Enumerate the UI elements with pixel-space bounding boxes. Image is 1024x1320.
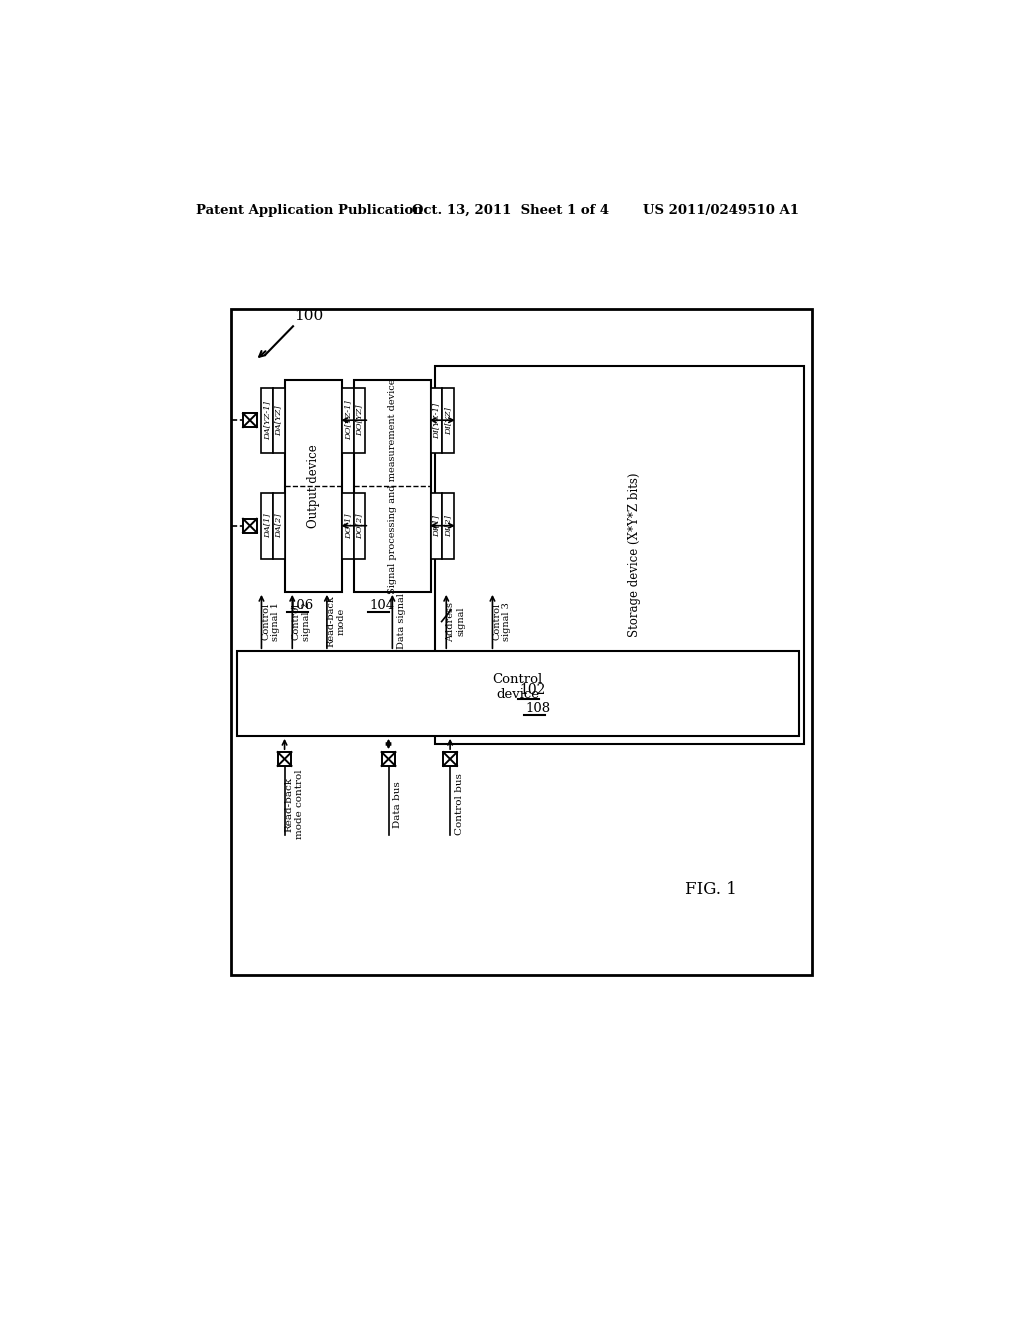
- Text: Read-back
mode control: Read-back mode control: [284, 770, 303, 840]
- Bar: [261, 494, 273, 558]
- Bar: [230, 309, 812, 974]
- Text: DA[YZ-1]: DA[YZ-1]: [263, 401, 271, 440]
- Text: DO[2]: DO[2]: [355, 513, 364, 539]
- Bar: [342, 388, 354, 453]
- Text: DO[1]: DO[1]: [344, 513, 352, 539]
- Text: 104: 104: [370, 599, 394, 612]
- Text: 102: 102: [519, 682, 546, 697]
- Text: DA[2]: DA[2]: [274, 513, 283, 539]
- Bar: [273, 388, 285, 453]
- Bar: [354, 494, 366, 558]
- Bar: [382, 752, 395, 766]
- Text: Address
signal: Address signal: [445, 602, 465, 642]
- Text: Control bus: Control bus: [455, 774, 464, 836]
- Bar: [273, 494, 285, 558]
- Bar: [243, 519, 257, 532]
- Text: 108: 108: [525, 702, 551, 715]
- Bar: [278, 752, 292, 766]
- Text: Output device: Output device: [307, 444, 319, 528]
- Bar: [442, 388, 454, 453]
- Text: DA[YZ]: DA[YZ]: [274, 405, 283, 436]
- Bar: [237, 651, 799, 737]
- Bar: [431, 494, 442, 558]
- Bar: [354, 388, 366, 453]
- Text: DA[1]: DA[1]: [263, 513, 271, 539]
- Text: Data signal: Data signal: [397, 594, 407, 649]
- Text: Control
signal 3: Control signal 3: [492, 602, 511, 642]
- Text: DI[YZ-1]: DI[YZ-1]: [432, 403, 440, 438]
- Text: Control
signal 2: Control signal 2: [292, 602, 311, 642]
- Text: 100: 100: [294, 309, 323, 323]
- Bar: [342, 494, 354, 558]
- Text: DI[1]: DI[1]: [432, 515, 440, 537]
- Text: 106: 106: [289, 599, 313, 612]
- Text: FIG. 1: FIG. 1: [685, 882, 737, 899]
- Text: Patent Application Publication: Patent Application Publication: [196, 205, 423, 218]
- Text: Data bus: Data bus: [393, 781, 402, 828]
- Text: DO[YZ-1]: DO[YZ-1]: [344, 401, 352, 441]
- Text: Control
device: Control device: [493, 673, 543, 701]
- Bar: [442, 494, 454, 558]
- Bar: [443, 752, 457, 766]
- Bar: [431, 388, 442, 453]
- Text: Oct. 13, 2011  Sheet 1 of 4: Oct. 13, 2011 Sheet 1 of 4: [412, 205, 608, 218]
- Text: Control
signal 1: Control signal 1: [261, 602, 281, 642]
- Text: US 2011/0249510 A1: US 2011/0249510 A1: [643, 205, 799, 218]
- Text: Storage device (X*Y*Z bits): Storage device (X*Y*Z bits): [629, 473, 641, 638]
- Text: DO[YZ]: DO[YZ]: [355, 405, 364, 437]
- Bar: [435, 367, 804, 743]
- Bar: [243, 413, 257, 428]
- Text: Read-back
mode: Read-back mode: [327, 595, 346, 647]
- Text: DI[YZ]: DI[YZ]: [444, 407, 453, 434]
- Text: Signal processing and measurement device: Signal processing and measurement device: [388, 379, 397, 594]
- Bar: [261, 388, 273, 453]
- Bar: [285, 380, 342, 591]
- Text: DI[2]: DI[2]: [444, 515, 453, 537]
- Bar: [354, 380, 431, 591]
